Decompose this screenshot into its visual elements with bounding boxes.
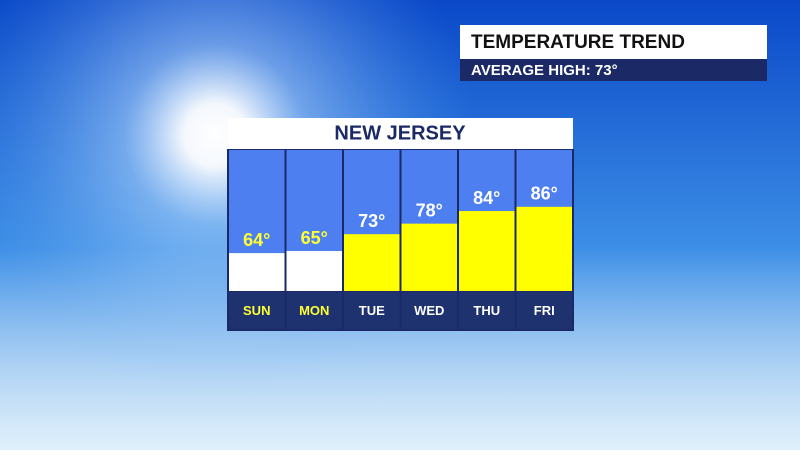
day-cell	[516, 292, 572, 329]
day-cell	[286, 292, 342, 329]
day-cell	[459, 292, 515, 329]
header-box	[460, 25, 767, 59]
day-cell	[401, 292, 457, 329]
x-tick-label: MON	[299, 303, 329, 318]
value-label: 73°	[358, 211, 385, 231]
bar	[401, 223, 457, 291]
value-label: 64°	[243, 230, 270, 250]
plot: 64° SUN 65° MON 73° TUE 78° WED 84° THU 86° FRI	[229, 150, 572, 329]
header-title: TEMPERATURE TREND	[471, 32, 685, 53]
chart-title: NEW JERSEY	[334, 122, 466, 144]
chart-frame	[227, 149, 574, 331]
bar	[516, 206, 572, 291]
x-tick-label: WED	[414, 303, 444, 318]
bar	[229, 253, 285, 291]
x-tick-label: TUE	[359, 303, 385, 318]
value-label: 65°	[301, 228, 328, 248]
x-tick-label: SUN	[243, 303, 270, 318]
day-cell	[229, 292, 285, 329]
value-label: 84°	[473, 188, 500, 208]
bar	[459, 211, 515, 291]
header-subtitle: AVERAGE HIGH: 73°	[471, 62, 618, 79]
value-label: 86°	[531, 184, 558, 204]
bar	[286, 251, 342, 291]
chart-title-box	[228, 118, 573, 149]
x-tick-label: THU	[473, 303, 500, 318]
header-bar	[460, 59, 767, 81]
day-cell	[344, 292, 400, 329]
value-label: 78°	[416, 200, 443, 220]
x-tick-label: FRI	[534, 303, 555, 318]
bar	[344, 234, 400, 291]
